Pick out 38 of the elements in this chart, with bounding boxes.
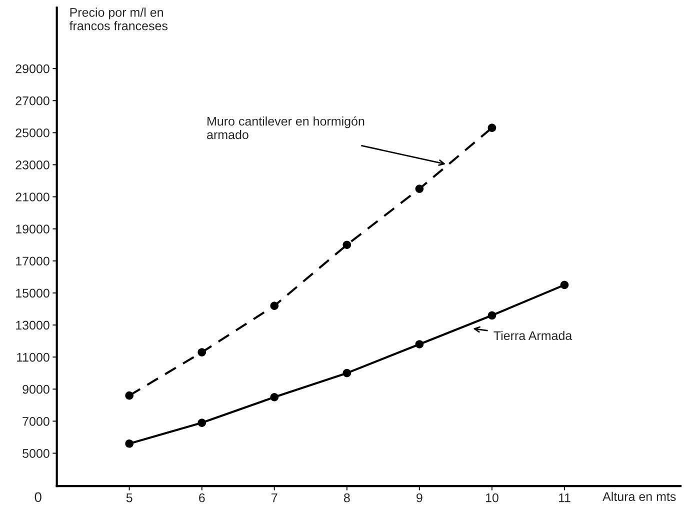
point <box>125 439 134 448</box>
text: 0 <box>34 492 42 502</box>
y-tick-label: 17000 <box>16 256 50 266</box>
point <box>488 311 496 320</box>
x-tick-label: 5 <box>126 494 132 502</box>
y-tick-label: 23000 <box>16 160 50 170</box>
point <box>198 418 206 427</box>
point <box>198 348 206 356</box>
y-tick-label: 19000 <box>16 224 50 234</box>
point <box>488 124 496 132</box>
y-tick-label: 15000 <box>16 288 50 298</box>
point <box>342 240 352 250</box>
x-tick-label: 11 <box>558 494 570 502</box>
y-axis-title: Precio por m/l en francos franceses <box>69 8 168 30</box>
y-tick-label: 7000 <box>22 416 50 426</box>
x-tick-label: 7 <box>272 494 278 502</box>
y-tick-label: 13000 <box>16 320 50 330</box>
y-tick-label: 25000 <box>16 128 50 138</box>
annotation: Muro cantilever en hormigón armado <box>207 116 364 140</box>
point <box>342 368 352 378</box>
point <box>415 340 424 348</box>
y-tick-label: 9000 <box>22 384 50 394</box>
y-tick-label: 11000 <box>17 352 50 362</box>
y-tick-label: 27000 <box>16 96 50 106</box>
y-tick-label: 29000 <box>16 64 50 74</box>
x-axis-title: Altura en mts <box>602 492 676 502</box>
x-tick-label: 8 <box>344 493 350 502</box>
y-tick-label: 5000 <box>22 449 50 458</box>
point <box>125 391 134 400</box>
x-tick-label: 10 <box>486 493 498 502</box>
y-tick-label: 21000 <box>16 192 50 202</box>
point <box>270 392 279 402</box>
x-tick-label: 6 <box>199 493 205 502</box>
point <box>270 302 279 310</box>
x-tick-label: 9 <box>416 493 422 502</box>
point <box>415 184 424 193</box>
annotation: Tierra Armada <box>494 330 572 340</box>
point <box>560 280 569 290</box>
